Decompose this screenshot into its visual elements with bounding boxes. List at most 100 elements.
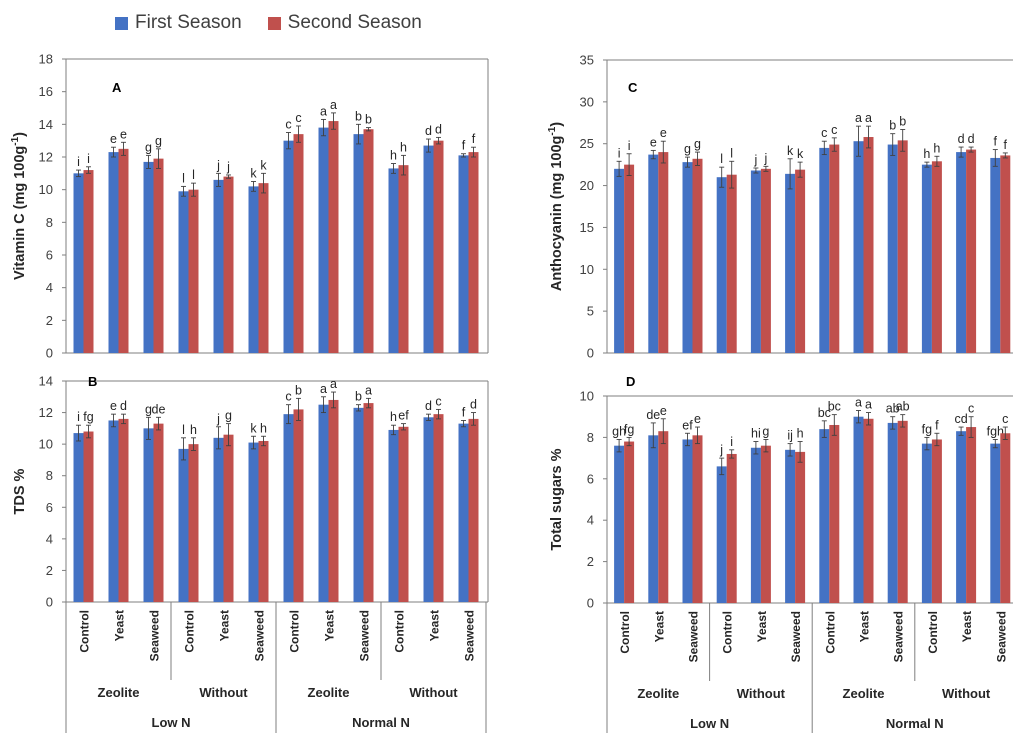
significance-letter: ef — [682, 418, 693, 432]
significance-letter: i — [730, 435, 733, 449]
bar-second-season — [468, 152, 479, 353]
panel-label: A — [112, 80, 122, 95]
y-axis-title-main: Anthocyanin (mg 100g — [549, 136, 565, 292]
bar-first-season — [887, 422, 898, 603]
significance-letter: k — [787, 144, 794, 158]
significance-letter: d — [120, 399, 127, 413]
significance-letter: e — [694, 412, 701, 426]
bar-first-season — [682, 162, 693, 353]
panel-label: C — [628, 80, 638, 95]
y-tick-label: 14 — [39, 117, 53, 132]
bar-first-season — [956, 431, 967, 603]
y-tick-label: 25 — [580, 136, 594, 151]
bar-first-season — [785, 173, 796, 353]
significance-letter: i — [618, 146, 621, 160]
significance-letter: c — [968, 402, 974, 416]
significance-letter: e — [110, 132, 117, 146]
significance-letter: j — [226, 160, 230, 174]
y-tick-label: 8 — [587, 430, 594, 445]
significance-letter: c — [821, 126, 827, 140]
bar-first-season — [248, 186, 259, 353]
significance-letter: j — [764, 151, 768, 165]
significance-letter: gh — [612, 424, 626, 438]
significance-letter: a — [330, 377, 337, 391]
y-tick-label: 5 — [587, 304, 594, 319]
significance-letter: fg — [922, 422, 932, 436]
x-tick-label: Seaweed — [687, 611, 701, 662]
significance-letter: hi — [751, 427, 761, 441]
significance-letter: l — [720, 152, 723, 166]
y-axis-title-main: Vitamin C (mg 100g — [12, 146, 28, 280]
y-tick-label: 12 — [39, 405, 53, 420]
bar-second-season — [293, 409, 304, 602]
bar-second-season — [692, 158, 703, 353]
x-group-label: Zeolite — [98, 685, 140, 700]
significance-letter: i — [77, 410, 80, 424]
x-group-label: Zeolite — [637, 686, 679, 701]
significance-letter: k — [250, 421, 257, 435]
legend-label-second-season: Second Season — [287, 12, 422, 33]
bar-first-season — [921, 443, 932, 603]
x-tick-label: Yeast — [113, 610, 127, 641]
significance-letter: ab — [896, 400, 910, 414]
significance-letter: ij — [787, 429, 793, 443]
bar-first-season — [716, 177, 727, 353]
significance-letter: c — [285, 390, 291, 404]
bar-first-season — [178, 448, 189, 602]
y-tick-label: 0 — [587, 346, 594, 361]
x-tick-label: Seaweed — [463, 610, 477, 661]
bar-first-season — [143, 161, 154, 353]
y-tick-label: 6 — [587, 471, 594, 486]
bar-second-season — [658, 431, 669, 603]
bar-first-season — [388, 168, 399, 353]
bar-second-season — [258, 440, 269, 602]
x-supergroup-label: Normal N — [886, 716, 944, 731]
significance-letter: b — [355, 109, 362, 123]
bar-first-season — [108, 420, 119, 602]
x-group-label: Without — [409, 685, 458, 700]
bar-first-season — [143, 428, 154, 602]
x-tick-label: Control — [393, 610, 407, 653]
bar-second-season — [966, 427, 977, 603]
significance-letter: l — [192, 168, 195, 182]
bar-second-season — [223, 434, 234, 602]
significance-letter: j — [719, 443, 723, 457]
significance-letter: a — [865, 398, 872, 412]
bar-first-season — [283, 414, 294, 602]
x-tick-label: Control — [618, 611, 632, 654]
x-tick-label: Yeast — [428, 610, 442, 641]
bar-first-season — [785, 449, 796, 603]
bar-first-season — [887, 144, 898, 353]
bar-second-season — [433, 414, 444, 602]
bar-first-season — [108, 152, 119, 353]
bar-second-season — [829, 144, 840, 353]
y-tick-label: 14 — [39, 374, 53, 389]
legend-item-first-season: First Season — [115, 12, 242, 34]
bar-first-season — [682, 439, 693, 603]
bar-second-season — [897, 420, 908, 603]
y-tick-label: 0 — [46, 595, 53, 610]
bar-second-season — [931, 161, 942, 353]
significance-letter: a — [330, 98, 337, 112]
x-tick-label: Control — [288, 610, 302, 653]
significance-letter: c — [435, 394, 441, 408]
x-supergroup-label: Low N — [690, 716, 729, 731]
significance-letter: h — [390, 149, 397, 163]
bar-second-season — [624, 164, 635, 353]
x-tick-label: Yeast — [652, 611, 666, 642]
y-tick-label: 0 — [46, 346, 53, 361]
bar-first-season — [853, 416, 864, 603]
significance-letter: b — [365, 113, 372, 127]
significance-letter: c — [295, 111, 301, 125]
significance-letter: i — [87, 152, 90, 166]
y-tick-label: 2 — [587, 554, 594, 569]
bar-second-season — [433, 140, 444, 353]
bar-second-season — [153, 423, 164, 602]
significance-letter: c — [1002, 412, 1008, 426]
y-tick-label: 4 — [46, 280, 53, 295]
significance-letter: fgh — [987, 424, 1004, 438]
significance-letter: g — [694, 137, 701, 151]
legend-label-first-season: First Season — [135, 12, 242, 33]
